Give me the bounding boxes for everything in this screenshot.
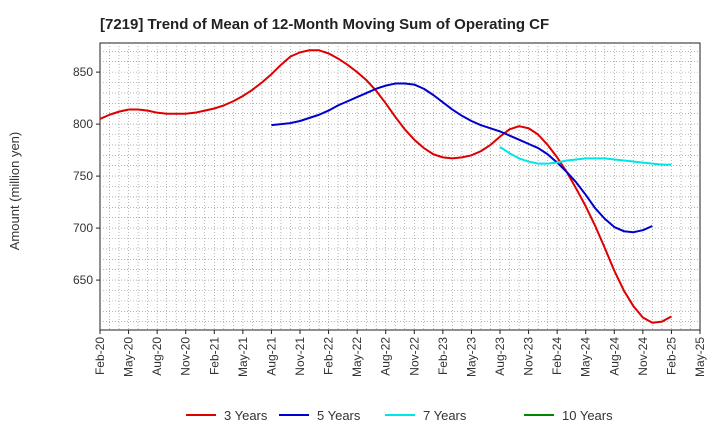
x-axis-ticks: Feb-20 May-20 Aug-20 Nov-20 Feb-21 May-21 Aug-… [93,330,707,377]
x-tick-label: May-22 [350,337,364,377]
y-tick-label: 850 [73,65,93,79]
x-tick-label: Nov-23 [522,337,536,376]
x-tick-label: Aug-24 [607,337,621,376]
y-axis-label: Amount (million yen) [7,132,22,251]
x-tick-label: May-23 [464,337,478,377]
x-tick-label: Aug-22 [379,337,393,376]
x-tick-label: Feb-22 [322,337,336,375]
y-tick-label: 750 [73,169,93,183]
x-tick-label: Feb-20 [93,337,107,375]
x-tick-label: Feb-21 [207,337,221,375]
x-tick-label: Aug-23 [493,337,507,376]
legend: 3 Years 5 Years 7 Years 10 Years [186,408,613,423]
series-lines [99,49,672,324]
x-tick-label: Feb-23 [436,337,450,375]
x-tick-label: May-20 [122,337,136,377]
series-line-5-years [271,82,653,234]
y-axis-ticks: 650 700 750 800 850 [73,65,100,287]
x-tick-label: Aug-20 [150,337,164,376]
y-tick-label: 800 [73,117,93,131]
x-tick-label: Nov-21 [293,337,307,376]
legend-label-7-years: 7 Years [423,408,467,423]
x-tick-label: Nov-22 [407,337,421,376]
x-tick-label: Aug-21 [264,337,278,376]
x-tick-label: Nov-24 [636,337,650,376]
y-tick-label: 650 [73,273,93,287]
x-tick-label: May-21 [236,337,250,377]
y-tick-label: 700 [73,221,93,235]
series-line-3-years [99,49,672,324]
chart-title: [7219] Trend of Mean of 12-Month Moving … [100,16,549,33]
x-tick-label: Feb-25 [664,337,678,375]
x-tick-label: May-25 [693,337,707,377]
x-tick-label: Feb-24 [550,337,564,375]
x-tick-label: May-24 [579,337,593,377]
x-tick-label: Nov-20 [179,337,193,376]
legend-label-5-years: 5 Years [317,408,361,423]
legend-label-10-years: 10 Years [562,408,613,423]
legend-label-3-years: 3 Years [224,408,268,423]
series-line-7-years [499,146,672,166]
